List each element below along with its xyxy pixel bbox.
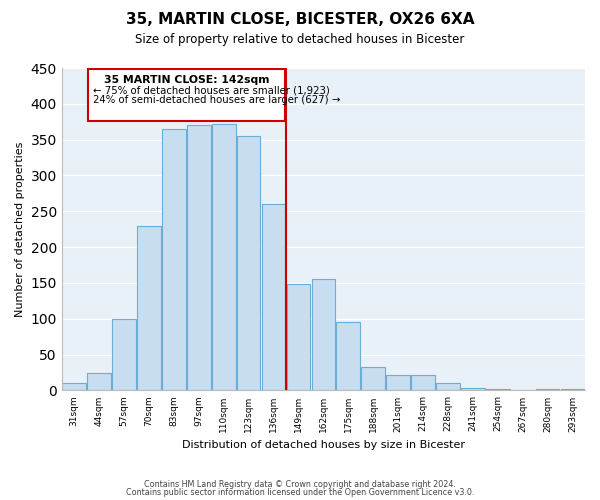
Text: Contains HM Land Registry data © Crown copyright and database right 2024.: Contains HM Land Registry data © Crown c… <box>144 480 456 489</box>
Bar <box>361 367 385 390</box>
Text: 35, MARTIN CLOSE, BICESTER, OX26 6XA: 35, MARTIN CLOSE, BICESTER, OX26 6XA <box>126 12 474 28</box>
Bar <box>88 372 111 390</box>
Bar <box>137 226 161 390</box>
Text: 24% of semi-detached houses are larger (627) →: 24% of semi-detached houses are larger (… <box>93 94 340 104</box>
Bar <box>187 126 211 390</box>
Text: 35 MARTIN CLOSE: 142sqm: 35 MARTIN CLOSE: 142sqm <box>104 75 269 85</box>
Bar <box>486 389 509 390</box>
Text: ← 75% of detached houses are smaller (1,923): ← 75% of detached houses are smaller (1,… <box>93 85 330 95</box>
Bar <box>88 70 285 121</box>
Bar <box>461 388 485 390</box>
Bar <box>311 280 335 390</box>
Bar <box>287 284 310 391</box>
Bar <box>436 384 460 390</box>
Y-axis label: Number of detached properties: Number of detached properties <box>15 142 25 317</box>
Bar <box>262 204 286 390</box>
Bar <box>212 124 236 390</box>
Bar <box>536 389 559 390</box>
Bar <box>337 322 360 390</box>
X-axis label: Distribution of detached houses by size in Bicester: Distribution of detached houses by size … <box>182 440 465 450</box>
Bar <box>162 129 186 390</box>
Bar <box>411 374 435 390</box>
Bar <box>386 374 410 390</box>
Text: Contains public sector information licensed under the Open Government Licence v3: Contains public sector information licen… <box>126 488 474 497</box>
Text: Size of property relative to detached houses in Bicester: Size of property relative to detached ho… <box>136 32 464 46</box>
Bar <box>112 319 136 390</box>
Bar <box>237 136 260 390</box>
Bar <box>561 389 584 390</box>
Bar <box>62 384 86 390</box>
